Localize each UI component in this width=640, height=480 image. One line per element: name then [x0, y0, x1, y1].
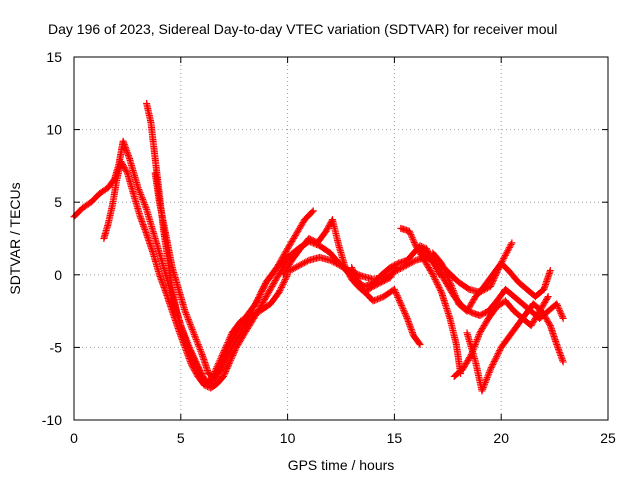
- x-tick-label: 5: [177, 430, 185, 446]
- series-markers: [450, 293, 552, 380]
- y-tick-labels: -10 -5 0 5 10 15: [42, 49, 62, 428]
- y-tick-label: 15: [46, 49, 62, 65]
- chart-title: Day 196 of 2023, Sidereal Day-to-day VTE…: [48, 21, 557, 37]
- series-arc-8: [348, 264, 424, 348]
- x-tick-label: 25: [600, 430, 616, 446]
- x-axis-title: GPS time / hours: [288, 457, 395, 473]
- series-arc-12: [463, 300, 567, 395]
- x-tick-label: 0: [70, 430, 78, 446]
- x-tick-labels: 0 5 10 15 20 25: [70, 430, 616, 446]
- series-markers: [151, 169, 257, 383]
- series-arc-11: [429, 249, 554, 315]
- y-axis-title: SDTVAR / TECUs: [7, 182, 23, 294]
- y-tick-label: -5: [50, 339, 63, 355]
- y-tick-label: 5: [54, 194, 62, 210]
- x-tick-label: 15: [387, 430, 403, 446]
- x-tick-label: 10: [280, 430, 296, 446]
- series-arc-4: [151, 169, 257, 383]
- plot-frame: [73, 56, 609, 421]
- series-markers: [397, 224, 465, 378]
- y-tick-label: 0: [54, 267, 62, 283]
- series-arc-13: [450, 293, 552, 380]
- y-tick-label: -10: [42, 412, 62, 428]
- y-tick-label: 10: [46, 122, 62, 138]
- tick-marks: [73, 56, 609, 421]
- data-marks: [70, 99, 567, 395]
- series-markers: [463, 300, 567, 395]
- x-tick-label: 20: [493, 430, 509, 446]
- series-arc-9: [397, 224, 465, 378]
- series-markers: [348, 264, 424, 348]
- series-markers: [429, 249, 554, 315]
